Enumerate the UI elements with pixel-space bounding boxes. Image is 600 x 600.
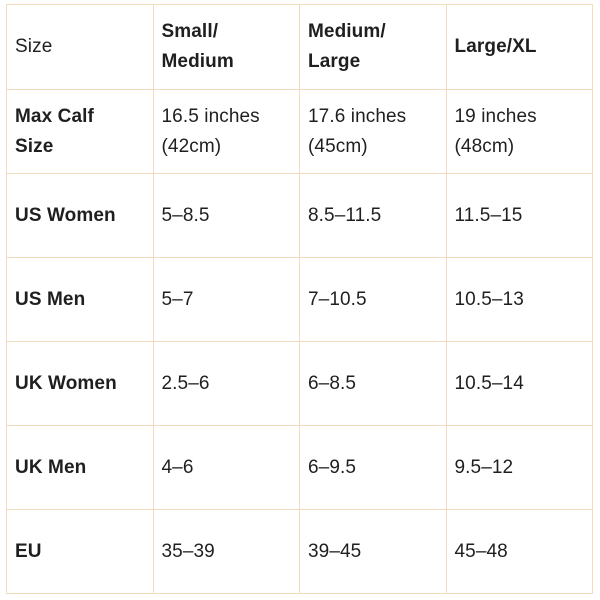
table-cell: 2.5–6 xyxy=(152,341,300,426)
row-label: UK Women xyxy=(6,341,154,426)
table-cell: 11.5–15 xyxy=(445,173,593,258)
row-label: US Women xyxy=(6,173,154,258)
table-cell: 5–7 xyxy=(152,257,300,342)
table-cell: 17.6 inches (45cm) xyxy=(299,89,447,174)
header-cell-medium-large: Medium/ Large xyxy=(299,4,447,90)
table-cell: 10.5–13 xyxy=(445,257,593,342)
table-row-us-men: US Men 5–7 7–10.5 10.5–13 xyxy=(6,257,593,342)
table-cell: 6–9.5 xyxy=(299,425,447,510)
table-row-uk-women: UK Women 2.5–6 6–8.5 10.5–14 xyxy=(6,341,593,426)
row-label: US Men xyxy=(6,257,154,342)
table-cell: 39–45 xyxy=(299,509,447,594)
header-cell-large-xl: Large/XL xyxy=(445,4,593,90)
table-row-max-calf: Max Calf Size 16.5 inches (42cm) 17.6 in… xyxy=(6,89,593,174)
header-cell-small-medium: Small/ Medium xyxy=(152,4,300,90)
table-cell: 19 inches (48cm) xyxy=(445,89,593,174)
table-cell: 35–39 xyxy=(152,509,300,594)
row-label: UK Men xyxy=(6,425,154,510)
table-cell: 16.5 inches (42cm) xyxy=(152,89,300,174)
table-row-us-women: US Women 5–8.5 8.5–11.5 11.5–15 xyxy=(6,173,593,258)
table-cell: 6–8.5 xyxy=(299,341,447,426)
size-chart-table: Size Small/ Medium Medium/ Large Large/X… xyxy=(6,4,593,594)
table-cell: 7–10.5 xyxy=(299,257,447,342)
table-cell: 45–48 xyxy=(445,509,593,594)
row-label: Max Calf Size xyxy=(6,89,154,174)
table-cell: 8.5–11.5 xyxy=(299,173,447,258)
table-cell: 5–8.5 xyxy=(152,173,300,258)
table-cell: 10.5–14 xyxy=(445,341,593,426)
table-cell: 9.5–12 xyxy=(445,425,593,510)
table-cell: 4–6 xyxy=(152,425,300,510)
row-label: EU xyxy=(6,509,154,594)
table-row-eu: EU 35–39 39–45 45–48 xyxy=(6,509,593,594)
header-cell-size: Size xyxy=(6,4,154,90)
header-row: Size Small/ Medium Medium/ Large Large/X… xyxy=(6,4,593,90)
table-row-uk-men: UK Men 4–6 6–9.5 9.5–12 xyxy=(6,425,593,510)
